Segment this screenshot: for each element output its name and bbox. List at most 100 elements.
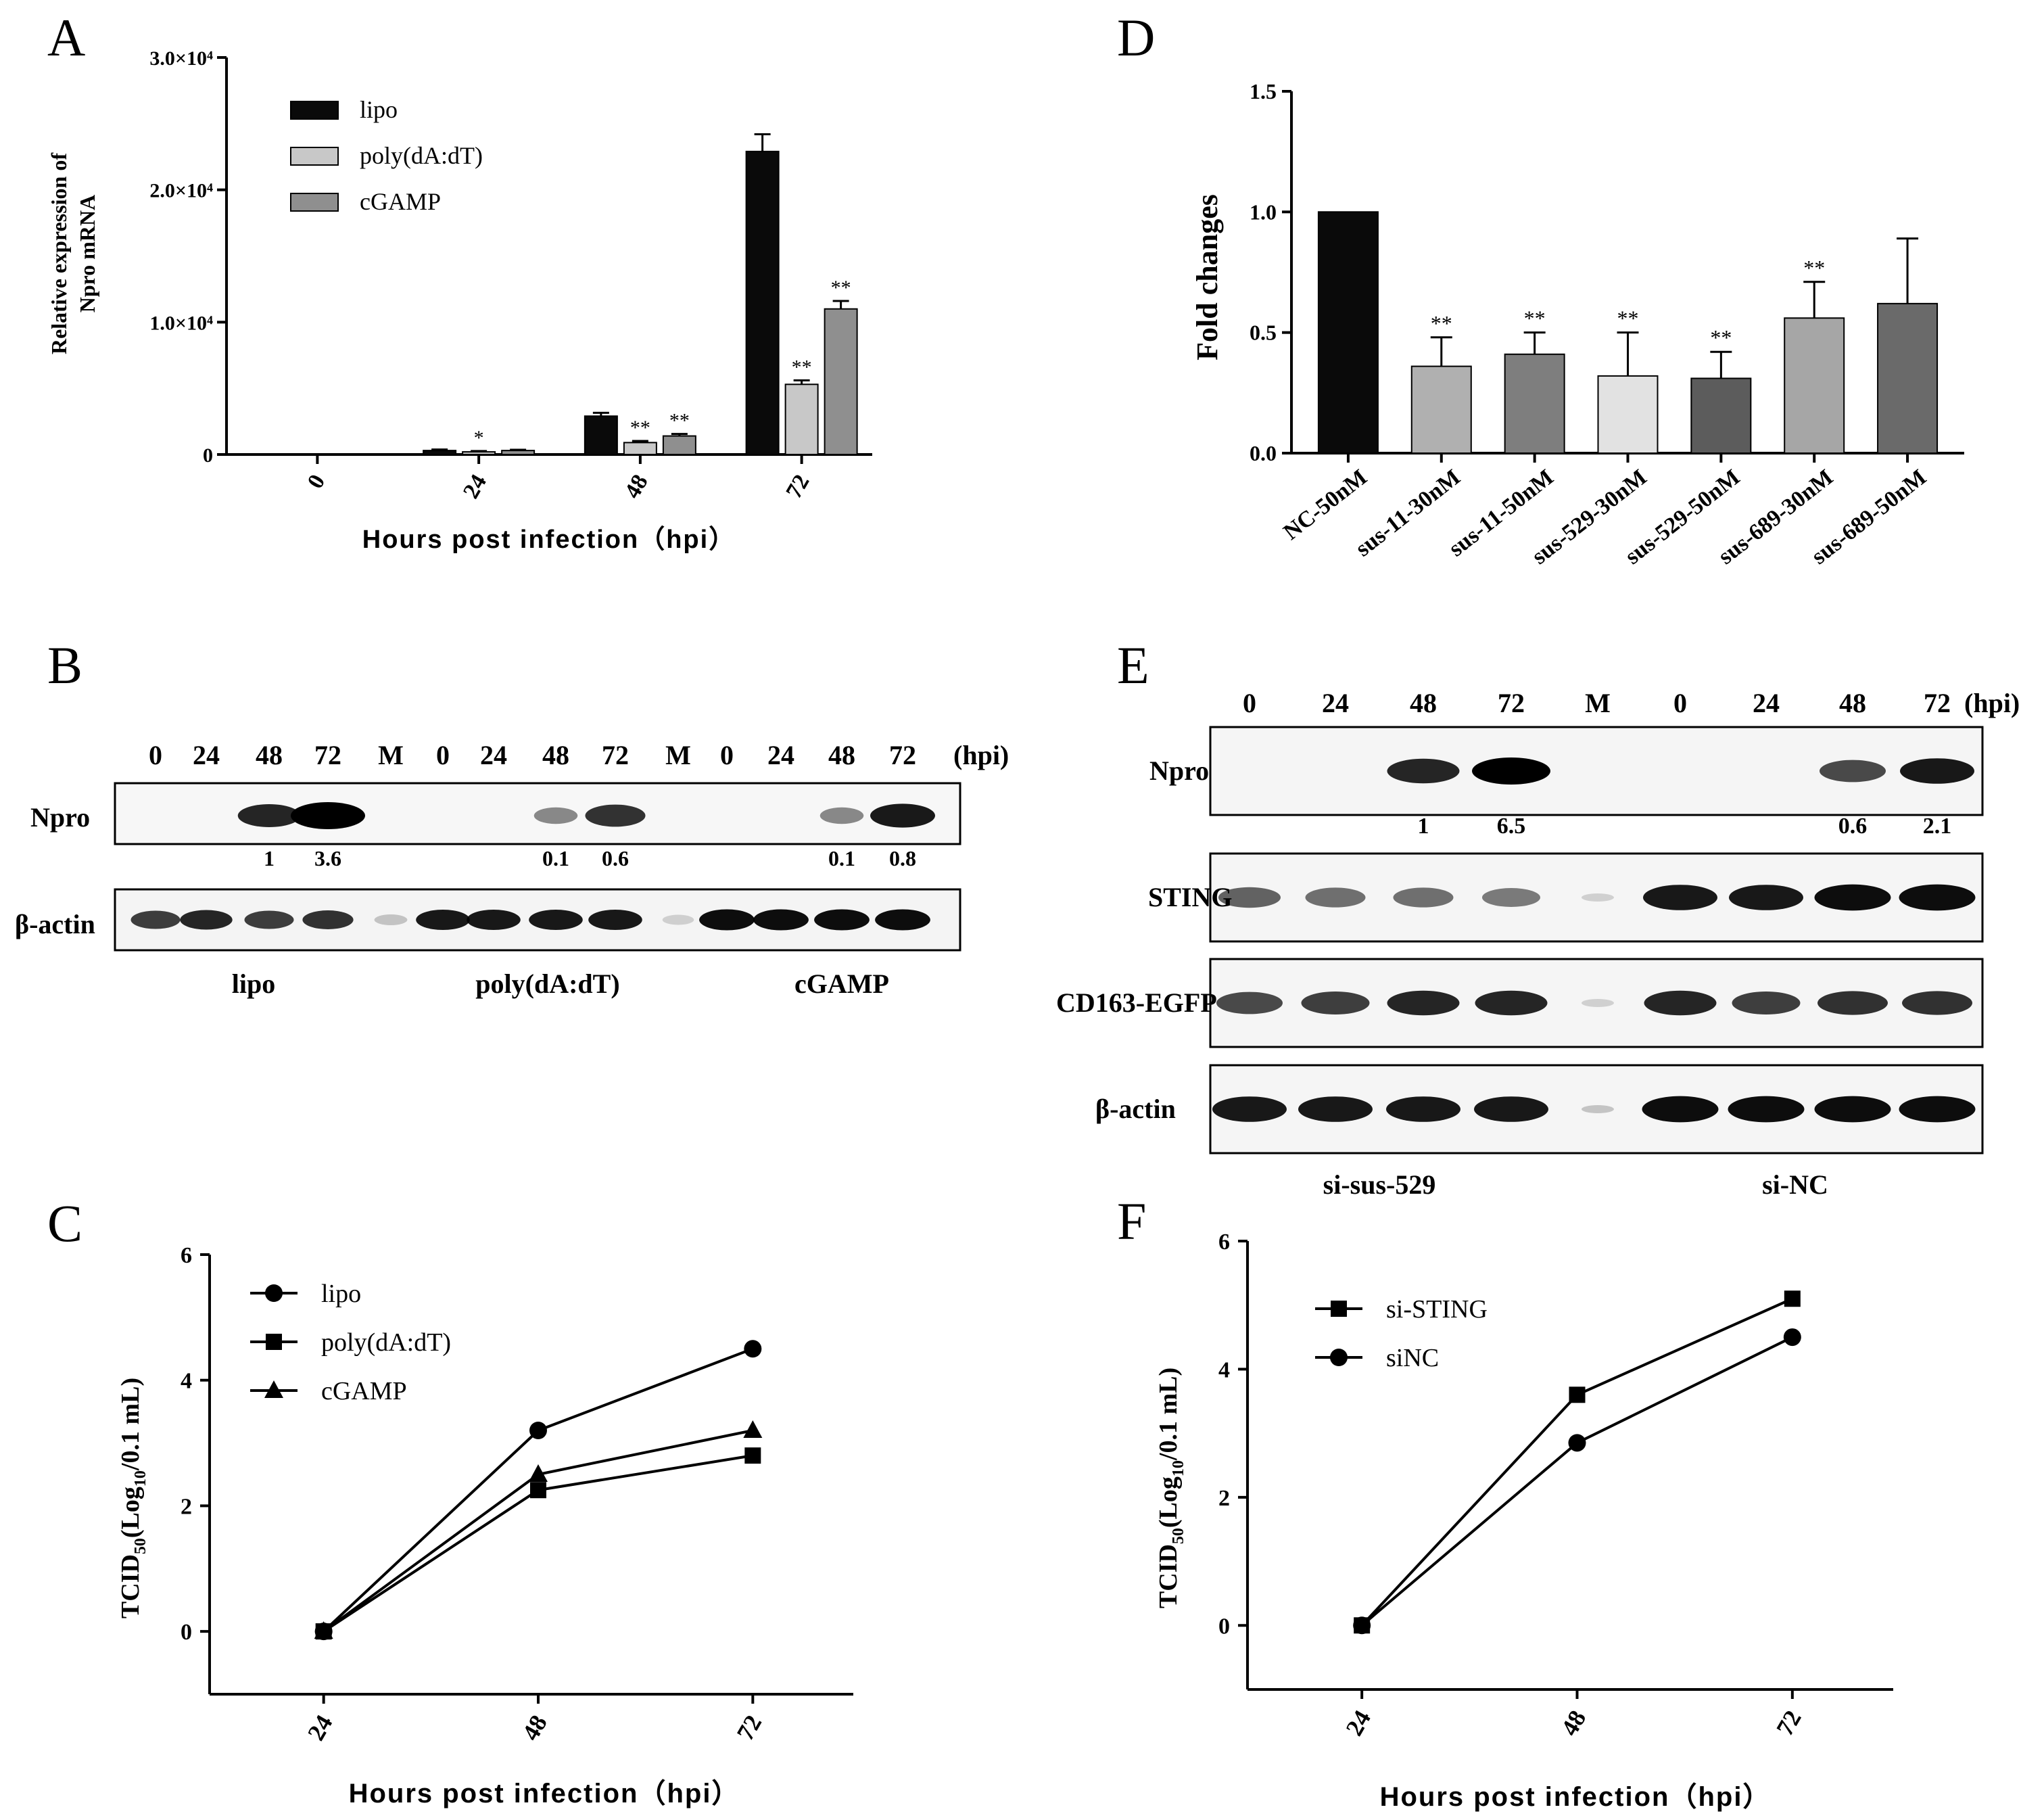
blot-b-lane-label: 24 bbox=[767, 740, 794, 770]
blot-e-band bbox=[1900, 758, 1974, 784]
chart-a-ytick-label: 1.0×10⁴ bbox=[149, 312, 213, 334]
chart-a-xtick-label: 0 bbox=[303, 471, 331, 493]
blot-e-band bbox=[1387, 758, 1460, 784]
blot-e-band bbox=[1475, 990, 1548, 1016]
panel-letter-A: A bbox=[47, 8, 85, 67]
chart-a-significance: ** bbox=[630, 417, 650, 439]
blot-e-unit: (hpi) bbox=[1964, 688, 2020, 718]
blot-b-lane-label: 0 bbox=[436, 740, 450, 770]
chart-c-legend-label: lipo bbox=[321, 1280, 361, 1308]
blot-e-lane-label: M bbox=[1585, 688, 1611, 718]
chart-a-bar bbox=[824, 308, 858, 455]
blot-b-quant-value: 0.8 bbox=[889, 846, 916, 870]
chart-d: 0.00.51.01.5NC-50nMsus-11-30nMsus-11-50n… bbox=[1191, 79, 1964, 569]
blot-b-actin-band bbox=[244, 910, 294, 929]
panel-letter-F: F bbox=[1117, 1192, 1146, 1251]
chart-a-legend-swatch bbox=[290, 193, 339, 212]
chart-c-point bbox=[529, 1464, 548, 1482]
blot-b-npro-band bbox=[585, 804, 646, 827]
western-blot-b: 0 24 48 72 M 0 24 48 72 M 0 24 48 72 (hpi) Npro β-act… bbox=[15, 740, 1009, 999]
chart-a-legend-label: cGAMP bbox=[360, 188, 441, 215]
blot-e-band bbox=[1814, 884, 1891, 911]
chart-f-legend-marker bbox=[1331, 1301, 1347, 1317]
chart-c-ytick-label: 4 bbox=[181, 1369, 192, 1394]
chart-d-bar bbox=[1877, 302, 1939, 454]
blot-b-npro-band bbox=[819, 807, 864, 824]
chart-c-legend-marker bbox=[265, 1284, 283, 1302]
blot-e-band bbox=[1728, 1096, 1805, 1123]
chart-f-xlabel: Hours post infection（hpi） bbox=[1380, 1782, 1772, 1812]
blot-e-band bbox=[1643, 885, 1717, 910]
blot-e-lane-label: 0 bbox=[1673, 688, 1687, 718]
chart-c-point bbox=[744, 1340, 762, 1358]
blot-b-lane-label: 72 bbox=[314, 740, 341, 770]
chart-d-significance: ** bbox=[1524, 306, 1546, 331]
chart-c-point bbox=[530, 1482, 546, 1499]
chart-c-ytick-label: 6 bbox=[181, 1243, 192, 1268]
panel-letter-E: E bbox=[1117, 636, 1149, 695]
chart-a-ytick-label: 0 bbox=[203, 444, 213, 467]
blot-b-actin-band bbox=[374, 914, 408, 925]
blot-e-band bbox=[1729, 885, 1803, 910]
blot-b-quant-value: 0.1 bbox=[828, 846, 855, 870]
chart-f-legend-label: si-STING bbox=[1386, 1295, 1488, 1324]
chart-a-legend-swatch bbox=[290, 101, 339, 120]
chart-c-legend-label: cGAMP bbox=[321, 1377, 407, 1405]
blot-e-band bbox=[1387, 990, 1460, 1016]
chart-f-legend-marker bbox=[1330, 1349, 1348, 1366]
chart-d-ylabel: Fold changes bbox=[1191, 194, 1224, 360]
chart-f-ytick-label: 6 bbox=[1218, 1230, 1230, 1255]
blot-e-band bbox=[1899, 884, 1976, 911]
chart-a-bar bbox=[584, 415, 618, 455]
blot-b-lane-label: M bbox=[665, 740, 691, 770]
chart-c-series-line bbox=[323, 1454, 753, 1633]
svg-text:TCID50(Log10/0.1 mL): TCID50(Log10/0.1 mL) bbox=[1154, 1368, 1187, 1608]
blot-b-actin-band bbox=[814, 909, 870, 931]
chart-c-xlabel: Hours post infection（hpi） bbox=[349, 1779, 740, 1809]
chart-c-xtick-label: 24 bbox=[302, 1710, 338, 1745]
chart-d-ytick-label: 1.5 bbox=[1250, 79, 1277, 103]
blot-e-group-label: si-NC bbox=[1762, 1169, 1828, 1200]
chart-d-bar bbox=[1317, 211, 1379, 454]
chart-d-significance: ** bbox=[1617, 306, 1639, 331]
chart-a-xtick-label: 48 bbox=[620, 471, 653, 503]
svg-text:TCID50(Log10/0.1 mL): TCID50(Log10/0.1 mL) bbox=[116, 1378, 149, 1618]
blot-b-row-actin: β-actin bbox=[15, 909, 95, 939]
chart-f-xtick-label: 72 bbox=[1771, 1706, 1807, 1740]
blot-e-band bbox=[1301, 991, 1370, 1014]
chart-a-xlabel: Hours post infection（hpi） bbox=[362, 526, 736, 554]
blot-b-actin-band bbox=[180, 910, 233, 930]
blot-b-npro-band bbox=[533, 807, 578, 824]
chart-f-point bbox=[1783, 1328, 1801, 1347]
blot-b-lane-label: 0 bbox=[720, 740, 734, 770]
chart-d-bar bbox=[1504, 353, 1565, 454]
blot-e-lane-label: 0 bbox=[1243, 688, 1256, 718]
blot-b-group-label: poly(dA:dT) bbox=[475, 969, 619, 999]
chart-f-ytick-label: 4 bbox=[1218, 1357, 1230, 1382]
chart-c-ytick-label: 2 bbox=[181, 1494, 192, 1519]
blot-b-lane-label: 0 bbox=[149, 740, 162, 770]
chart-c-series-line bbox=[323, 1429, 753, 1633]
chart-a-legend-swatch bbox=[290, 147, 339, 166]
blot-e-band bbox=[1386, 1096, 1460, 1122]
blot-b-lane-label: 48 bbox=[828, 740, 855, 770]
chart-f-xtick-label: 24 bbox=[1340, 1706, 1376, 1740]
blot-e-row-label: STING bbox=[1148, 882, 1233, 912]
chart-a-bar bbox=[501, 450, 536, 456]
blot-e-lane-label: 24 bbox=[1753, 688, 1780, 718]
panel-letter-D: D bbox=[1117, 8, 1155, 67]
blot-b-lane-label: 48 bbox=[256, 740, 283, 770]
blot-b-quant-value: 0.1 bbox=[542, 846, 569, 870]
blot-b-lane-label: 24 bbox=[193, 740, 220, 770]
chart-f-ylabel: TCID50(Log10/0.1 mL) bbox=[1154, 1368, 1187, 1608]
blot-b-actin-band bbox=[467, 910, 521, 930]
chart-d-xtick-label: NC-50nM bbox=[1279, 465, 1371, 545]
blot-e-band bbox=[1582, 999, 1614, 1007]
chart-c-ytick-label: 0 bbox=[181, 1620, 192, 1645]
chart-c-legend-label: poly(dA:dT) bbox=[321, 1328, 451, 1357]
blot-e-band bbox=[1814, 1096, 1891, 1123]
blot-e-quant-value: 0.6 bbox=[1838, 814, 1868, 839]
chart-d-bar bbox=[1690, 377, 1752, 454]
